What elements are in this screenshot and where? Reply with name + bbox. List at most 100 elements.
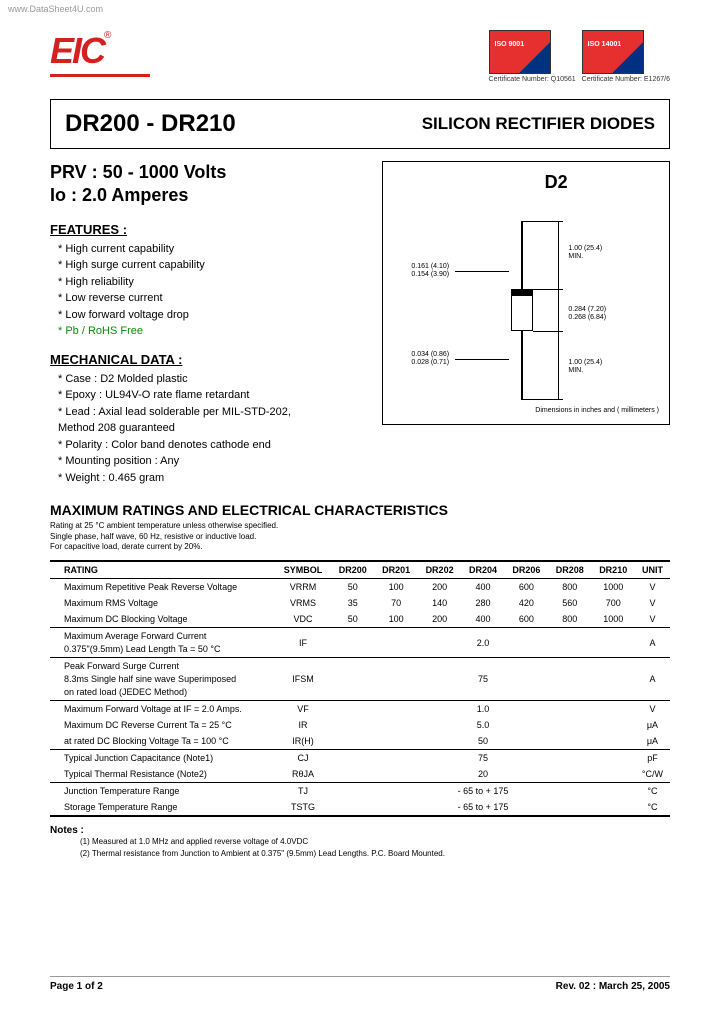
diode-body	[511, 289, 533, 331]
notes-head: Notes :	[50, 825, 84, 836]
symbol: IF	[275, 628, 331, 658]
rating-label: 8.3ms Single half sine wave Superimposed	[50, 674, 275, 687]
col-head: DR200	[331, 561, 374, 579]
rating-span: 75	[331, 750, 635, 767]
dim-h2	[533, 289, 563, 290]
col-head: UNIT	[635, 561, 670, 579]
dim-min-top: 1.00 (25.4) MIN.	[568, 245, 602, 260]
rating-label: Maximum Repetitive Peak Reverse Voltage	[50, 579, 275, 596]
rev-date: Rev. 02 : March 25, 2005	[556, 981, 670, 992]
ratings-sub-line: Rating at 25 °C ambient temperature unle…	[50, 521, 670, 531]
feature-item: High reliability	[58, 274, 366, 291]
unit: V	[635, 701, 670, 718]
dim-h1	[521, 221, 563, 222]
rating-label: Maximum Average Forward Current	[50, 628, 275, 645]
left-column: PRV : 50 - 1000 Volts Io : 2.0 Amperes F…	[50, 161, 366, 486]
rating-val: 50	[331, 579, 374, 596]
dim-line-2	[455, 359, 509, 360]
cert-num-14001: Certificate Number: E1267/6	[582, 76, 670, 83]
rating-val: 1000	[592, 579, 635, 596]
symbol: IR(H)	[275, 733, 331, 750]
rating-span: - 65 to + 175	[331, 799, 635, 816]
unit: A	[635, 628, 670, 658]
rating-span: 5.0	[331, 717, 635, 733]
mechanical-item: Method 208 guaranteed	[58, 420, 366, 437]
cert-badge-9001: ISO 9001 Certificate Number: Q10561	[489, 30, 576, 83]
logo-underline	[50, 74, 150, 77]
symbol: IFSM	[275, 658, 331, 701]
unit: V	[635, 611, 670, 628]
ratings-head: MAXIMUM RATINGS AND ELECTRICAL CHARACTER…	[50, 502, 670, 518]
rating-span: 20	[331, 766, 635, 783]
rating-label: Maximum RMS Voltage	[50, 595, 275, 611]
note-1: (1) Measured at 1.0 MHz and applied reve…	[50, 836, 670, 847]
symbol: TSTG	[275, 799, 331, 816]
dim-vline-2	[558, 289, 559, 331]
cathode-band	[512, 290, 532, 296]
unit: °C	[635, 783, 670, 800]
symbol: VRRM	[275, 579, 331, 596]
feature-rohs: Pb / RoHS Free	[58, 323, 366, 340]
logo-reg: ®	[104, 30, 111, 41]
unit: A	[635, 658, 670, 701]
ratings-sub: Rating at 25 °C ambient temperature unle…	[50, 521, 670, 552]
col-head: DR202	[418, 561, 461, 579]
features-list: High current capabilityHigh surge curren…	[50, 241, 366, 340]
rating-val: 200	[418, 611, 461, 628]
rating-label: Typical Thermal Resistance (Note2)	[50, 766, 275, 783]
dim-h3	[533, 331, 563, 332]
rating-val: 700	[592, 595, 635, 611]
rating-label: Storage Temperature Range	[50, 799, 275, 816]
rating-label: on rated load (JEDEC Method)	[50, 687, 275, 701]
rating-val: 280	[461, 595, 504, 611]
dim-body-dia: 0.034 (0.86) 0.028 (0.71)	[411, 351, 449, 366]
feature-item: High surge current capability	[58, 257, 366, 274]
note-2: (2) Thermal resistance from Junction to …	[50, 848, 670, 859]
feature-item: Low forward voltage drop	[58, 307, 366, 324]
unit: V	[635, 579, 670, 596]
rating-span: 2.0	[331, 628, 635, 658]
watermark: www.DataSheet4U.com	[8, 4, 103, 14]
dimension-box: D2 0.161 (4.10) 0.154 (3.90) 0.034 (0.86…	[382, 161, 670, 425]
logo-text: EIC	[50, 30, 104, 71]
col-head: DR201	[374, 561, 417, 579]
spec-io: Io : 2.0 Amperes	[50, 184, 366, 207]
rating-val: 1000	[592, 611, 635, 628]
rating-val: 800	[548, 579, 591, 596]
col-head: RATING	[50, 561, 275, 579]
mechanical-item: Case : D2 Molded plastic	[58, 371, 366, 388]
col-head: SYMBOL	[275, 561, 331, 579]
diode-drawing: 0.161 (4.10) 0.154 (3.90) 0.034 (0.86) 0…	[393, 201, 659, 401]
rating-label: Peak Forward Surge Current	[50, 658, 275, 675]
col-head: DR204	[461, 561, 504, 579]
badge-iso-14001: ISO 14001	[588, 41, 621, 48]
lead-bottom	[521, 331, 523, 399]
page-num: Page 1 of 2	[50, 981, 103, 992]
rating-span: 75	[331, 658, 635, 701]
rating-val: 100	[374, 579, 417, 596]
logo: EIC®	[50, 30, 170, 77]
feature-item: Low reverse current	[58, 290, 366, 307]
part-number: DR200 - DR210	[65, 110, 236, 138]
mechanical-list: Case : D2 Molded plasticEpoxy : UL94V-O …	[50, 371, 366, 487]
cert-badges: ISO 9001 Certificate Number: Q10561 ISO …	[489, 30, 670, 83]
rating-val: 200	[418, 579, 461, 596]
unit: V	[635, 595, 670, 611]
rating-val: 420	[505, 595, 548, 611]
rating-span: - 65 to + 175	[331, 783, 635, 800]
rating-label: Maximum DC Blocking Voltage	[50, 611, 275, 628]
dim-vline-1	[558, 221, 559, 289]
dim-vline-3	[558, 331, 559, 399]
dim-note: Dimensions in inches and ( millimeters )	[393, 407, 659, 414]
unit: μA	[635, 733, 670, 750]
unit: °C	[635, 799, 670, 816]
dim-body-len: 0.284 (7.20) 0.268 (6.84)	[568, 306, 606, 321]
footer: Page 1 of 2 Rev. 02 : March 25, 2005	[50, 976, 670, 992]
col-head: DR206	[505, 561, 548, 579]
dim-title: D2	[453, 172, 659, 193]
feature-item: High current capability	[58, 241, 366, 258]
symbol: CJ	[275, 750, 331, 767]
dim-line-1	[455, 271, 509, 272]
rating-val: 35	[331, 595, 374, 611]
symbol: RθJA	[275, 766, 331, 783]
